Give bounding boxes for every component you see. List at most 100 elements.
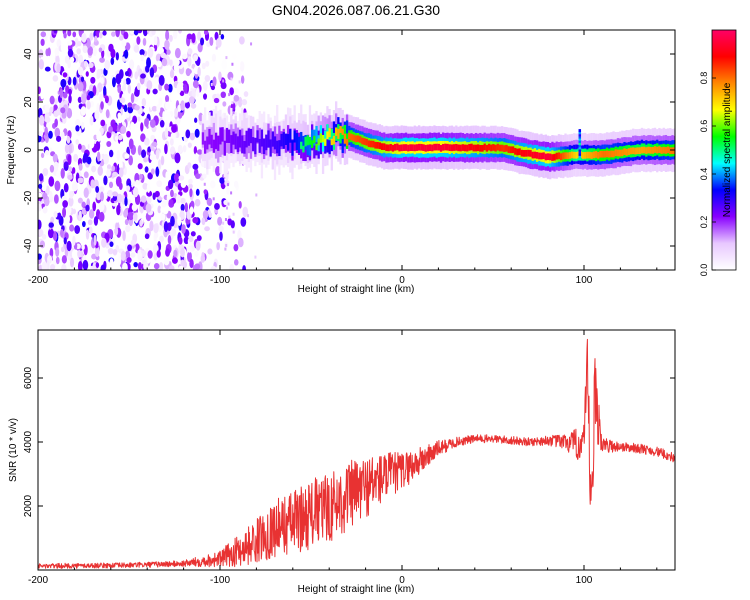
- heatmap-ridge-cell: [578, 157, 582, 161]
- heatmap-cell: [142, 107, 149, 114]
- heatmap-cell: [187, 162, 192, 169]
- heatmap-ridge-cell: [393, 143, 397, 151]
- snr-axes: -200 -100 0 100 2000 4000 6000: [23, 330, 675, 586]
- heatmap-ridge-cell: [378, 142, 382, 150]
- heatmap-ridge-cell: [328, 128, 331, 138]
- heatmap-ridge-cell: [300, 131, 303, 147]
- heatmap-ridge-cell: [308, 142, 312, 156]
- heatmap-cell: [46, 30, 52, 37]
- heatmap-cell: [171, 228, 177, 237]
- heatmap-cell: [50, 264, 56, 270]
- heatmap-ridge-cell: [413, 144, 416, 152]
- heatmap-cell: [220, 34, 225, 40]
- x-tick-label: 100: [576, 575, 593, 586]
- heatmap-ridge-cell: [249, 128, 253, 144]
- heatmap-cell: [141, 97, 147, 107]
- heatmap-cell: [184, 93, 189, 103]
- heatmap-cell: [165, 101, 171, 110]
- heatmap-cell: [233, 243, 239, 252]
- heatmap-ridge-cell: [557, 152, 561, 160]
- heatmap-ridge-cell: [645, 147, 648, 154]
- heatmap-cell: [225, 56, 228, 60]
- heatmap-ridge-cell: [498, 144, 502, 152]
- heatmap-cell: [106, 164, 112, 170]
- heatmap-ridge-cell: [265, 134, 268, 151]
- heatmap-cell: [126, 257, 132, 263]
- heatmap-cell: [201, 217, 206, 226]
- heatmap-cell: [58, 198, 62, 205]
- heatmap-cell: [173, 249, 178, 258]
- heatmap-ridge-cell: [313, 135, 316, 144]
- y-tick-label: 2000: [23, 494, 34, 517]
- heatmap-ridge-cell: [319, 133, 323, 143]
- heatmap-cell: [231, 101, 234, 105]
- heatmap-cell: [175, 194, 182, 204]
- heatmap-cell: [69, 190, 74, 199]
- heatmap-ridge-cell: [418, 143, 421, 151]
- heatmap-cell: [124, 49, 129, 59]
- heatmap-cell: [127, 102, 133, 108]
- heatmap-cell: [180, 197, 186, 204]
- heatmap-cell: [121, 40, 127, 47]
- heatmap-ridge-cell: [578, 148, 582, 152]
- heatmap-cell: [112, 195, 118, 202]
- heatmap-cell: [100, 77, 104, 85]
- heatmap-ridge-cell: [578, 150, 582, 154]
- heatmap-cell: [87, 46, 94, 56]
- heatmap-cell: [222, 79, 225, 83]
- heatmap-cell: [74, 225, 81, 234]
- heatmap-ridge-cell: [463, 144, 467, 152]
- heatmap-cell: [111, 31, 116, 37]
- heatmap-cell: [56, 170, 61, 178]
- heatmap-cell: [240, 75, 245, 84]
- heatmap-ridge-cell: [291, 140, 294, 156]
- heatmap-cell: [38, 203, 42, 212]
- heatmap-ridge-cell: [376, 141, 379, 149]
- heatmap-cell: [90, 179, 95, 189]
- heatmap-cell: [119, 141, 124, 152]
- heatmap-cell: [85, 71, 89, 77]
- heatmap-ridge-cell: [442, 143, 445, 151]
- heatmap-cell: [158, 97, 163, 106]
- heatmap-cell: [164, 39, 170, 50]
- y-tick-label: 4000: [23, 430, 34, 453]
- heatmap-cell: [195, 173, 201, 179]
- heatmap-cell: [40, 152, 45, 159]
- heatmap-ridge-cell: [282, 132, 285, 149]
- heatmap-cell: [68, 94, 72, 104]
- heatmap-ridge-cell: [339, 125, 342, 133]
- heatmap-ridge-cell: [422, 144, 425, 151]
- heatmap-cell: [116, 204, 121, 216]
- heatmap-cell: [139, 94, 143, 100]
- heatmap-cell: [169, 34, 173, 42]
- heatmap-cell: [88, 226, 93, 235]
- heatmap-cell: [158, 75, 165, 86]
- heatmap-cell: [54, 180, 61, 192]
- heatmap-ridge-cell: [616, 149, 620, 157]
- heatmap-cell: [189, 206, 194, 215]
- heatmap-cell: [178, 236, 183, 245]
- snr-series-line: [38, 338, 675, 569]
- heatmap-signal-ridge: [201, 101, 675, 180]
- y-tick-label: -40: [23, 238, 34, 253]
- heatmap-cell: [49, 95, 55, 105]
- heatmap-cell: [208, 212, 213, 218]
- heatmap-ridge-cell: [578, 142, 582, 146]
- heatmap-cell: [209, 202, 212, 206]
- heatmap-cell: [130, 239, 136, 246]
- heatmap-cell: [140, 73, 146, 79]
- heatmap-cell: [68, 88, 72, 96]
- heatmap-ridge-cell: [409, 144, 412, 151]
- heatmap-ridge-cell: [203, 140, 207, 154]
- heatmap-cell: [164, 83, 169, 91]
- heatmap-cell: [195, 59, 201, 66]
- x-tick-label: -200: [28, 275, 48, 286]
- heatmap-cell: [230, 191, 233, 195]
- heatmap-cell: [189, 132, 196, 141]
- heatmap-ridge-cell: [605, 150, 609, 158]
- heatmap-cell: [151, 141, 158, 147]
- heatmap-cell: [118, 182, 123, 190]
- heatmap-ridge-cell: [457, 144, 460, 152]
- heatmap-ridge-cell: [352, 134, 355, 142]
